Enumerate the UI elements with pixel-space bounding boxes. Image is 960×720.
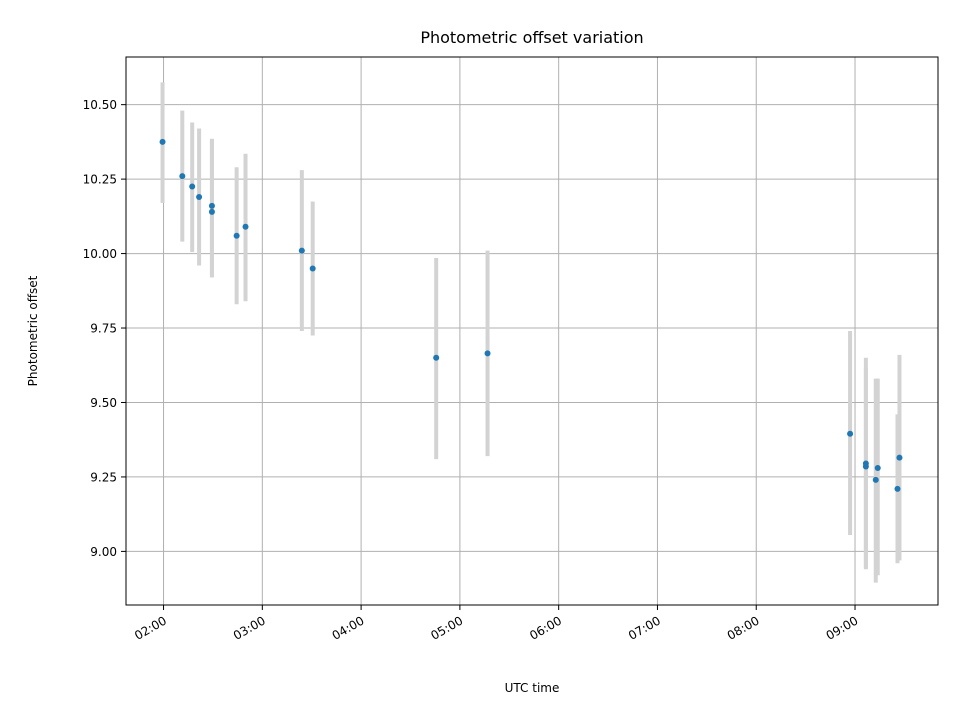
y-tick-label: 9.50 bbox=[90, 396, 117, 410]
x-axis-label: UTC time bbox=[505, 681, 560, 695]
y-axis-label: Photometric offset bbox=[26, 275, 40, 386]
data-point bbox=[208, 202, 215, 209]
data-point bbox=[179, 173, 186, 180]
y-tick-label: 9.25 bbox=[90, 470, 117, 484]
data-point bbox=[189, 183, 196, 190]
data-points bbox=[159, 138, 903, 492]
y-tick-label: 10.00 bbox=[83, 247, 117, 261]
data-point bbox=[242, 223, 249, 230]
plot-frame bbox=[125, 56, 939, 606]
y-tick-label: 9.75 bbox=[90, 322, 117, 336]
data-point bbox=[862, 463, 869, 470]
data-point bbox=[159, 138, 166, 145]
data-point bbox=[233, 232, 240, 239]
y-tick-label: 9.00 bbox=[90, 545, 117, 559]
data-point bbox=[872, 476, 879, 483]
data-point bbox=[208, 208, 215, 215]
data-point bbox=[298, 247, 305, 254]
data-point bbox=[484, 350, 491, 357]
data-point bbox=[894, 485, 901, 492]
data-point bbox=[874, 465, 881, 471]
y-axis-ticks: 9.00 9.25 9.50 9.75 10.00 10.25 10.50 bbox=[83, 98, 126, 559]
data-point bbox=[847, 430, 854, 437]
grid bbox=[126, 57, 938, 605]
y-tick-label: 10.50 bbox=[83, 98, 117, 112]
data-point bbox=[433, 354, 440, 361]
data-point bbox=[896, 454, 903, 461]
y-tick-label: 10.25 bbox=[83, 173, 117, 187]
chart-title: Photometric offset variation bbox=[420, 28, 643, 47]
data-point bbox=[309, 265, 316, 272]
data-point bbox=[196, 193, 203, 200]
